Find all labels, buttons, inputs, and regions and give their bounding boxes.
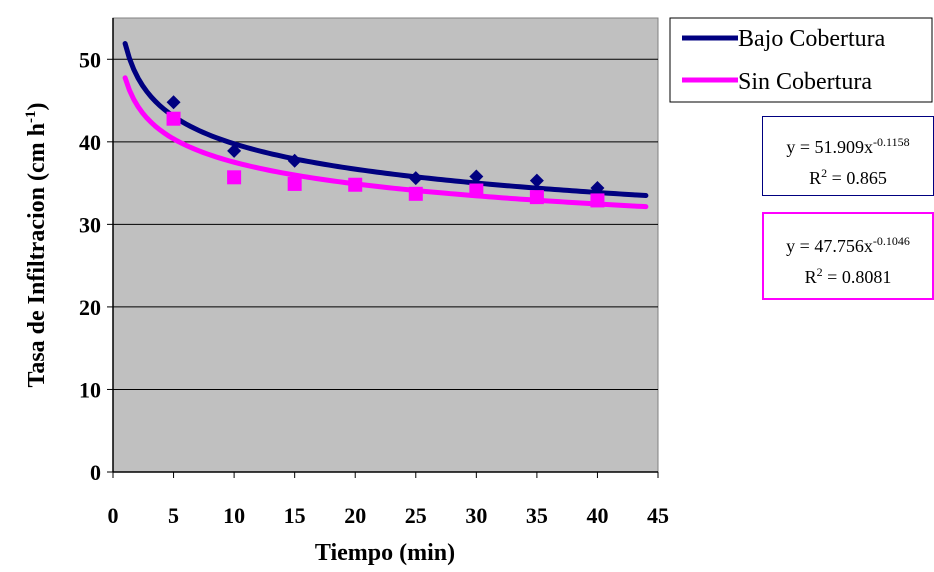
equation-box-bajo: y = 51.909x-0.1158 R2 = 0.865 bbox=[762, 116, 934, 196]
point-series-1-3 bbox=[348, 177, 363, 192]
plot-area bbox=[112, 17, 659, 473]
x-tick-label-45: 45 bbox=[647, 503, 669, 528]
axes bbox=[112, 18, 659, 478]
y-tick-label-30: 30 bbox=[79, 212, 101, 237]
x-tick-label-40: 40 bbox=[586, 503, 608, 528]
data-points bbox=[166, 95, 605, 208]
point-series-1-2 bbox=[287, 176, 302, 191]
legend-label-sin: Sin Cobertura bbox=[738, 69, 872, 95]
equation-box-sin: y = 47.756x-0.1046 R2 = 0.8081 bbox=[762, 212, 934, 300]
equation-bajo: y = 51.909x-0.1158 bbox=[786, 135, 910, 157]
point-series-0-6 bbox=[590, 181, 605, 196]
point-series-1-1 bbox=[227, 170, 242, 185]
point-series-0-1 bbox=[227, 143, 242, 158]
y-tick-label-20: 20 bbox=[79, 295, 101, 320]
equation-sin: y = 47.756x-0.1046 bbox=[786, 234, 910, 256]
x-tick-label-25: 25 bbox=[405, 503, 427, 528]
x-tick-label-35: 35 bbox=[526, 503, 548, 528]
gridlines bbox=[107, 58, 658, 473]
r2-sin: R2 = 0.8081 bbox=[804, 265, 892, 287]
x-tick-label-15: 15 bbox=[284, 503, 306, 528]
point-series-0-2 bbox=[287, 153, 302, 168]
y-axis-title-close: ) bbox=[24, 103, 50, 111]
x-tick-label-20: 20 bbox=[344, 503, 366, 528]
point-series-1-0 bbox=[166, 111, 181, 126]
trendline-series-0 bbox=[122, 41, 649, 199]
y-tick-label-50: 50 bbox=[79, 47, 101, 72]
point-series-1-6 bbox=[529, 190, 544, 205]
x-tick-label-5: 5 bbox=[168, 503, 179, 528]
x-axis-title: Tiempo (min) bbox=[315, 540, 455, 566]
y-tick-label-0: 0 bbox=[90, 460, 101, 485]
y-axis-title: Tasa de Infiltracion (cm h-1) bbox=[23, 103, 50, 388]
x-tick-label-0: 0 bbox=[108, 503, 119, 528]
point-series-1-4 bbox=[408, 186, 423, 201]
y-axis-title-main: Tasa de Infiltracion (cm h bbox=[24, 123, 50, 387]
y-tick-label-40: 40 bbox=[79, 130, 101, 155]
point-series-0-5 bbox=[529, 173, 544, 188]
trendline-series-1 bbox=[122, 75, 649, 210]
x-tick-label-30: 30 bbox=[465, 503, 487, 528]
point-series-1-7 bbox=[590, 193, 605, 208]
legend-box bbox=[669, 17, 933, 103]
point-series-1-5 bbox=[469, 183, 484, 198]
legend: Bajo Cobertura Sin Cobertura bbox=[669, 17, 933, 103]
r2-bajo: R2 = 0.865 bbox=[809, 166, 887, 188]
point-series-0-3 bbox=[408, 171, 423, 186]
y-tick-labels: 0 10 20 30 40 50 bbox=[79, 47, 101, 485]
x-tick-labels: 0 5 10 15 20 25 30 35 40 45 bbox=[108, 503, 670, 528]
y-axis-title-superscript: -1 bbox=[23, 111, 39, 124]
x-tick-label-10: 10 bbox=[223, 503, 245, 528]
trendlines bbox=[122, 41, 649, 210]
point-series-0-4 bbox=[469, 169, 484, 184]
y-tick-label-10: 10 bbox=[79, 377, 101, 402]
legend-label-bajo: Bajo Cobertura bbox=[738, 26, 886, 52]
point-series-0-0 bbox=[166, 95, 181, 110]
